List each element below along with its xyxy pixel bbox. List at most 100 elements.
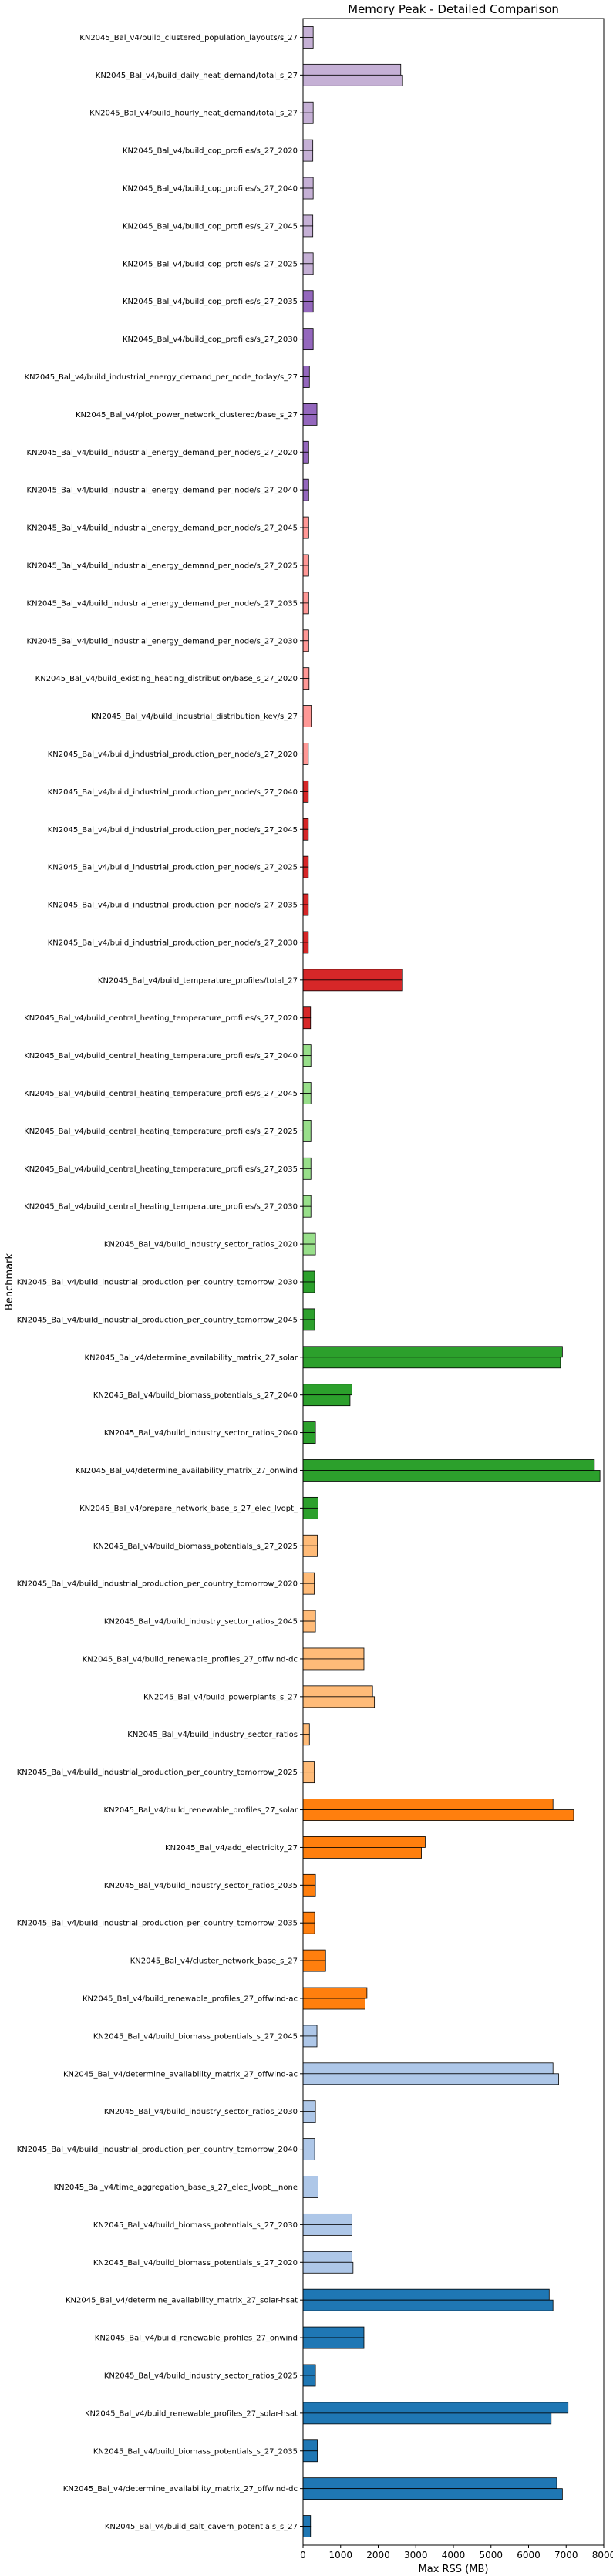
bar-35-1 — [302, 1308, 315, 1320]
bar-41-2 — [302, 1545, 318, 1557]
bar-60-1 — [302, 2251, 352, 2263]
bar-44-1 — [302, 1647, 365, 1660]
y-tick-label: KN2045_Bal_v4/determine_availability_mat… — [63, 2070, 298, 2079]
y-tick-label: KN2045_Bal_v4/build_industrial_productio… — [48, 826, 298, 835]
bar-46-2 — [302, 1734, 310, 1746]
y-tick-label: KN2045_Bal_v4/build_industrial_energy_de… — [27, 599, 298, 608]
bar-41-1 — [302, 1534, 318, 1546]
y-tick-label: KN2045_Bal_v4/build_cop_profiles/s_27_20… — [123, 147, 298, 156]
y-tick-label: KN2045_Bal_v4/build_industry_sector_rati… — [104, 2108, 298, 2116]
bar-58-1 — [302, 2176, 318, 2187]
bar-66-1 — [302, 2477, 557, 2490]
bar-32-2 — [302, 1205, 312, 1218]
x-axis-label: Max RSS (MB) — [419, 2564, 489, 2575]
bar-37-1 — [302, 1384, 352, 1396]
bar-6-2 — [302, 225, 314, 238]
bar-16-1 — [302, 592, 309, 604]
bar-55-2 — [302, 2073, 559, 2085]
bar-57-2 — [302, 2149, 315, 2160]
y-tick-label: KN2045_Bal_v4/build_industrial_productio… — [48, 902, 298, 910]
bar-21-1 — [302, 780, 309, 792]
bar-28-1 — [302, 1044, 312, 1057]
bar-60-2 — [302, 2261, 354, 2274]
y-tick-label: KN2045_Bal_v4/build_industrial_energy_de… — [27, 487, 298, 495]
bar-25-2 — [302, 942, 309, 954]
x-tick-label: 2000 — [366, 2550, 390, 2561]
y-tick-label: KN2045_Bal_v4/build_biomass_potentials_s… — [93, 2447, 298, 2456]
bar-56-1 — [302, 2100, 316, 2112]
bar-17-2 — [302, 640, 309, 652]
y-tick-label: KN2045_Bal_v4/build_biomass_potentials_s… — [93, 2259, 298, 2267]
y-tick-label: KN2045_Bal_v4/build_industry_sector_rati… — [104, 1429, 298, 1438]
y-tick-label: KN2045_Bal_v4/build_central_heating_temp… — [24, 1203, 298, 1212]
bar-54-1 — [302, 2025, 318, 2037]
bar-37-2 — [302, 1394, 351, 1407]
y-tick-label: KN2045_Bal_v4/build_industrial_productio… — [17, 1580, 298, 1589]
y-tick-label: KN2045_Bal_v4/build_cop_profiles/s_27_20… — [123, 185, 298, 194]
bar-38-2 — [302, 1432, 316, 1444]
bar-2-2 — [302, 74, 403, 86]
bar-51-2 — [302, 1922, 315, 1934]
bar-50-2 — [302, 1884, 316, 1897]
bar-32-1 — [302, 1195, 312, 1207]
bar-35-2 — [302, 1319, 315, 1331]
y-tick-label: KN2045_Bal_v4/build_industrial_energy_de… — [27, 449, 298, 457]
bar-16-2 — [302, 602, 309, 615]
bar-18-2 — [302, 678, 310, 690]
x-tick-label: 1000 — [328, 2550, 352, 2561]
y-tick-label: KN2045_Bal_v4/determine_availability_mat… — [76, 1467, 298, 1475]
x-tick-label: 6000 — [517, 2550, 541, 2561]
bar-6-1 — [302, 214, 314, 227]
x-ticks-layer: 0 1000 2000 3000 4000 5000 6000 7000 8000 — [300, 2545, 613, 2561]
bar-45-2 — [302, 1696, 376, 1708]
bar-30-2 — [302, 1131, 312, 1142]
bar-9-2 — [302, 339, 314, 351]
bar-67-2 — [302, 2526, 312, 2537]
bar-23-1 — [302, 855, 309, 868]
y-tick-label: KN2045_Bal_v4/build_industrial_energy_de… — [25, 373, 298, 382]
bar-55-1 — [302, 2062, 554, 2075]
y-tick-label: KN2045_Bal_v4/build_industrial_productio… — [17, 2146, 298, 2154]
bar-24-2 — [302, 904, 309, 916]
bar-19-1 — [302, 705, 312, 716]
bar-26-2 — [302, 979, 403, 992]
y-tick-label: KN2045_Bal_v4/time_aggregation_base_s_27… — [54, 2183, 298, 2192]
x-tick-label: 4000 — [442, 2550, 466, 2561]
y-tick-label: KN2045_Bal_v4/build_powerplants_s_27 — [143, 1693, 298, 1701]
plot-frame — [302, 18, 605, 2546]
bar-53-1 — [302, 1987, 368, 1999]
y-tick-label: KN2045_Bal_v4/build_industrial_productio… — [17, 1316, 298, 1324]
bar-3-1 — [302, 101, 314, 113]
bar-43-2 — [302, 1620, 316, 1633]
y-tick-label: KN2045_Bal_v4/build_cop_profiles/s_27_20… — [123, 298, 298, 306]
y-tick-label: KN2045_Bal_v4/build_industrial_productio… — [48, 864, 298, 872]
y-tick-label: KN2045_Bal_v4/build_biomass_potentials_s… — [93, 2221, 298, 2230]
bar-67-1 — [302, 2515, 312, 2527]
bar-39-2 — [302, 1470, 601, 1482]
bar-54-2 — [302, 2035, 318, 2048]
y-tick-label: KN2045_Bal_v4/build_industry_sector_rati… — [104, 1882, 298, 1890]
bar-1-2 — [302, 37, 314, 49]
bar-44-2 — [302, 1658, 365, 1671]
x-tick-label: 7000 — [554, 2550, 578, 2561]
y-tick-label: KN2045_Bal_v4/build_central_heating_temp… — [24, 1128, 298, 1136]
bar-19-2 — [302, 716, 312, 727]
bar-48-2 — [302, 1809, 574, 1821]
bar-64-1 — [302, 2402, 569, 2414]
bar-1-1 — [302, 26, 314, 38]
bar-40-2 — [302, 1507, 318, 1519]
y-tick-label: KN2045_Bal_v4/prepare_network_base_s_27_… — [79, 1505, 298, 1513]
bar-21-2 — [302, 791, 309, 803]
bars-layer — [302, 26, 601, 2537]
bar-45-1 — [302, 1685, 373, 1698]
bar-13-1 — [302, 478, 309, 491]
bar-3-2 — [302, 112, 314, 124]
bar-63-2 — [302, 2375, 316, 2387]
bar-64-2 — [302, 2412, 552, 2425]
y-tick-label: KN2045_Bal_v4/build_renewable_profiles_2… — [85, 2409, 298, 2418]
bar-47-1 — [302, 1761, 315, 1773]
bar-46-1 — [302, 1723, 310, 1735]
y-tick-label: KN2045_Bal_v4/build_industrial_productio… — [48, 788, 298, 797]
bar-52-1 — [302, 1949, 326, 1961]
bar-12-1 — [302, 440, 309, 453]
